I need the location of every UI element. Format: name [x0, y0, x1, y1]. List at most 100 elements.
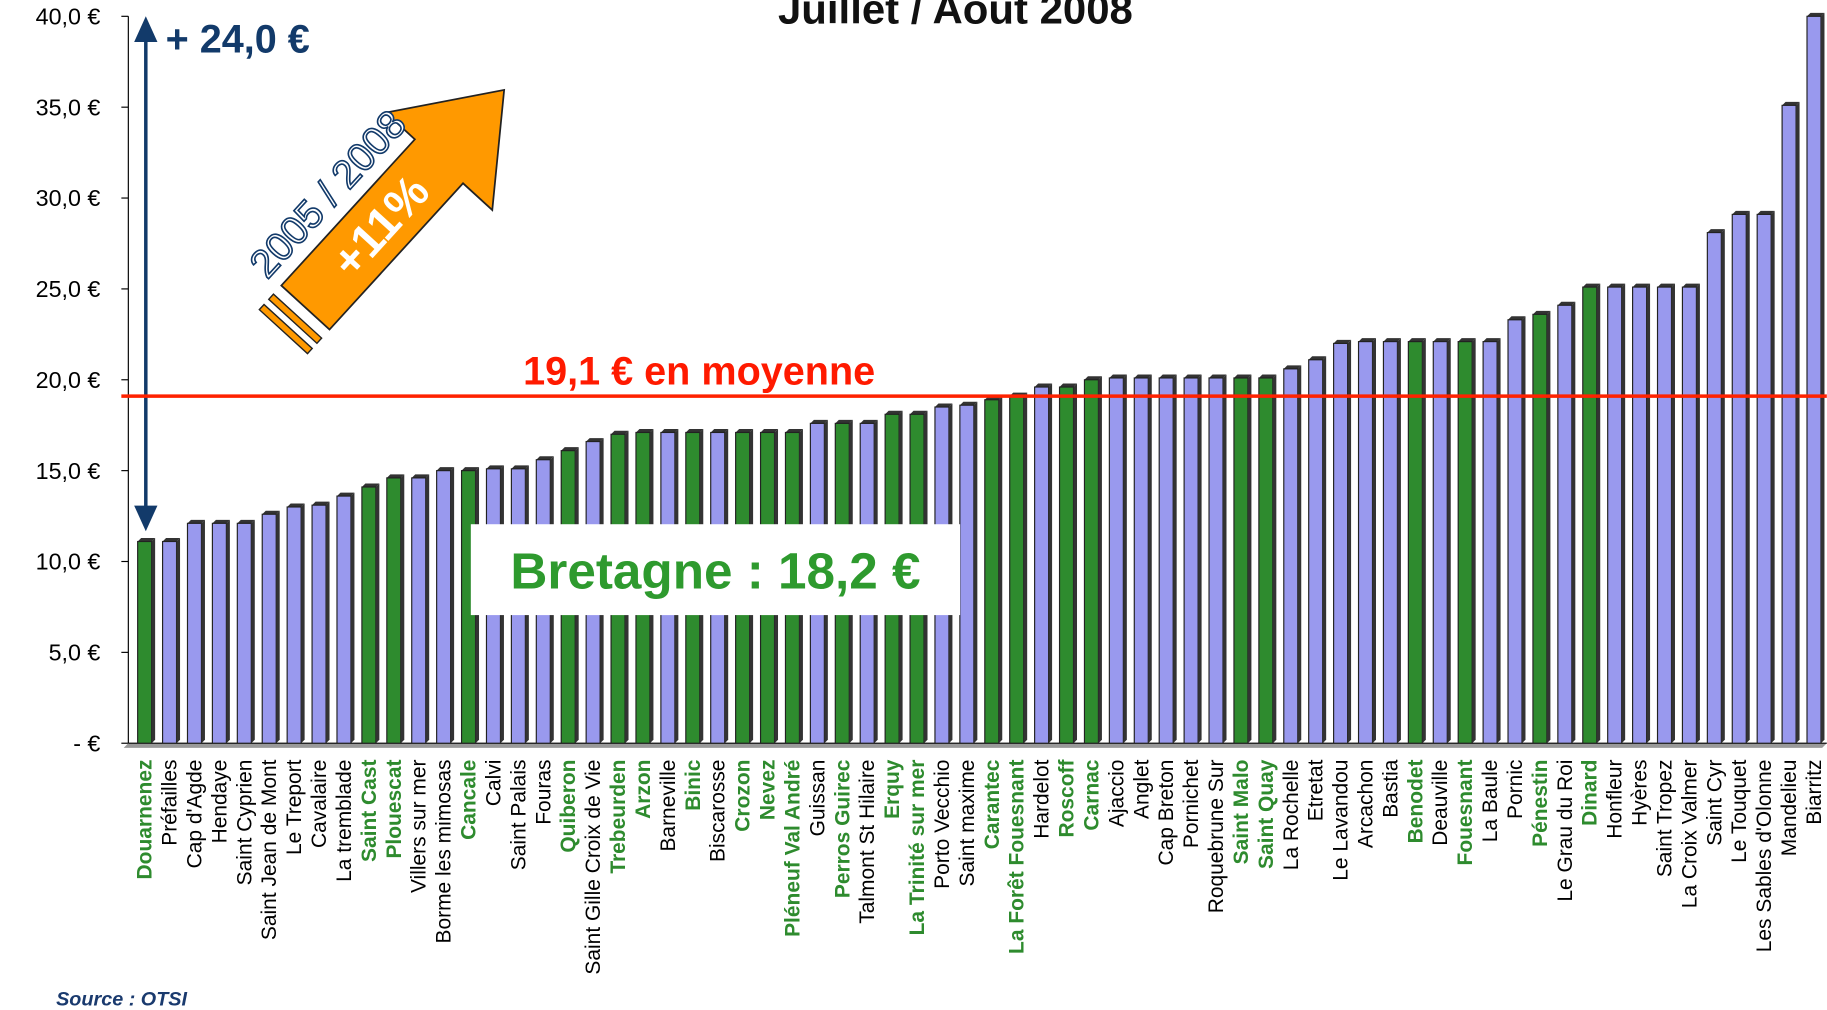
y-tick-label: - € [73, 730, 100, 756]
bar-side [1447, 338, 1451, 744]
x-tick-label: Arzon [632, 760, 655, 819]
bar-top [1807, 12, 1825, 17]
bar-top [735, 428, 754, 433]
bar [186, 522, 203, 744]
bar-side [1646, 283, 1651, 744]
bar-top [1184, 374, 1202, 378]
bar [436, 470, 452, 744]
bar-top [1333, 339, 1352, 344]
bar-side [1223, 374, 1227, 744]
bar-top [1508, 316, 1526, 320]
x-tick-label: Trebeurden [607, 760, 630, 874]
x-tick-label: Villers sur mer [408, 760, 431, 894]
bar [984, 399, 1000, 744]
bar [1432, 341, 1448, 744]
x-tick-label: Saint Tropez [1653, 760, 1676, 878]
x-tick-label: Saint Palais [507, 760, 530, 871]
x-tick-label: Saint Quay [1255, 759, 1278, 869]
bar-top [336, 492, 355, 497]
bar-top [910, 410, 928, 415]
bar [1183, 377, 1199, 744]
growth-arrow: +11% 2005 / 2008 [241, 88, 506, 355]
bar [1357, 341, 1374, 744]
bar-top [436, 467, 455, 471]
bar [1034, 386, 1050, 744]
bar-side [1347, 339, 1352, 744]
bar-side [1048, 383, 1053, 744]
bar-top [461, 467, 480, 471]
bar-top [1408, 338, 1426, 342]
bar-top [1557, 301, 1576, 306]
bar-top [685, 428, 704, 433]
x-tick-label: Guissan [806, 760, 829, 837]
x-tick-label: Porto Vecchio [931, 760, 954, 889]
bar [236, 522, 252, 744]
y-tick-label: 30,0 € [36, 185, 101, 211]
x-tick-label: Cancale [458, 760, 481, 840]
bar [1681, 286, 1697, 744]
bretagne-box [470, 524, 961, 616]
x-tick-label: Biscarosse [707, 760, 730, 862]
x-tick-label: La Forêt Fouesnant [1006, 760, 1029, 954]
bar-top [137, 538, 156, 542]
bar-side [1397, 338, 1401, 744]
bar-side [998, 396, 1003, 744]
bar-top [710, 428, 729, 433]
x-tick-label: Honfleur [1604, 760, 1627, 839]
x-tick-label: Carantec [981, 759, 1004, 849]
bar [311, 504, 327, 744]
bar-top [1607, 283, 1626, 288]
bar-side [1746, 210, 1750, 744]
bar-top [1707, 229, 1725, 233]
bar-top [1682, 283, 1700, 288]
bar-side [326, 501, 330, 744]
bar-side [1820, 12, 1825, 744]
x-tick-label: Deauville [1429, 760, 1452, 846]
bar [1756, 213, 1772, 744]
bar [1706, 231, 1722, 744]
y-tick-label: 10,0 € [36, 549, 101, 575]
y-tick-label: 25,0 € [36, 276, 101, 302]
bar-side [1472, 338, 1476, 744]
x-tick-label: Les Sables d'Olonne [1753, 760, 1776, 953]
x-tick-label: Roquebrune Sur [1205, 760, 1228, 914]
x-tick-label: Calvi [482, 760, 505, 807]
bar [1407, 341, 1423, 744]
bar-top [860, 419, 878, 424]
bar-top [635, 428, 654, 433]
x-tick-label: Saint Jean de Mont [258, 759, 281, 940]
bar-top [411, 474, 430, 478]
x-tick-label: Cap Breton [1155, 760, 1178, 866]
bar-top [511, 465, 529, 469]
bar-top [212, 519, 230, 524]
bar-top [760, 428, 779, 433]
bar-top [934, 403, 953, 408]
bar [1108, 377, 1124, 744]
x-tick-label: La Trinité sur mer [906, 760, 929, 936]
bar-top [1433, 338, 1451, 342]
bar [1806, 15, 1822, 744]
y-tick-label: 40,0 € [36, 3, 101, 29]
bar-top [1657, 283, 1675, 288]
bar-side [201, 519, 205, 744]
bar-top [1233, 374, 1252, 378]
bar [1656, 286, 1673, 744]
x-tick-label: Nevez [757, 760, 780, 821]
bar [1058, 386, 1075, 744]
x-tick-label: Talmont St Hilaire [856, 760, 879, 924]
bar-top [1209, 374, 1227, 378]
bar [1632, 286, 1648, 744]
x-tick-label: Erquy [881, 759, 904, 819]
y-tick-label: 20,0 € [36, 367, 101, 393]
bar [286, 506, 302, 744]
bar-side [1098, 376, 1102, 744]
x-tick-label: Bastia [1379, 759, 1402, 818]
source: Source : OTSI [56, 988, 187, 1010]
bar [361, 486, 377, 744]
x-tick-label: La Croix Valmer [1678, 760, 1701, 909]
bar-side [1546, 310, 1551, 744]
bar-top [660, 428, 679, 433]
bar [1258, 377, 1274, 744]
bar-side [1123, 374, 1127, 744]
x-tick-label: Mandelieu [1778, 760, 1801, 857]
